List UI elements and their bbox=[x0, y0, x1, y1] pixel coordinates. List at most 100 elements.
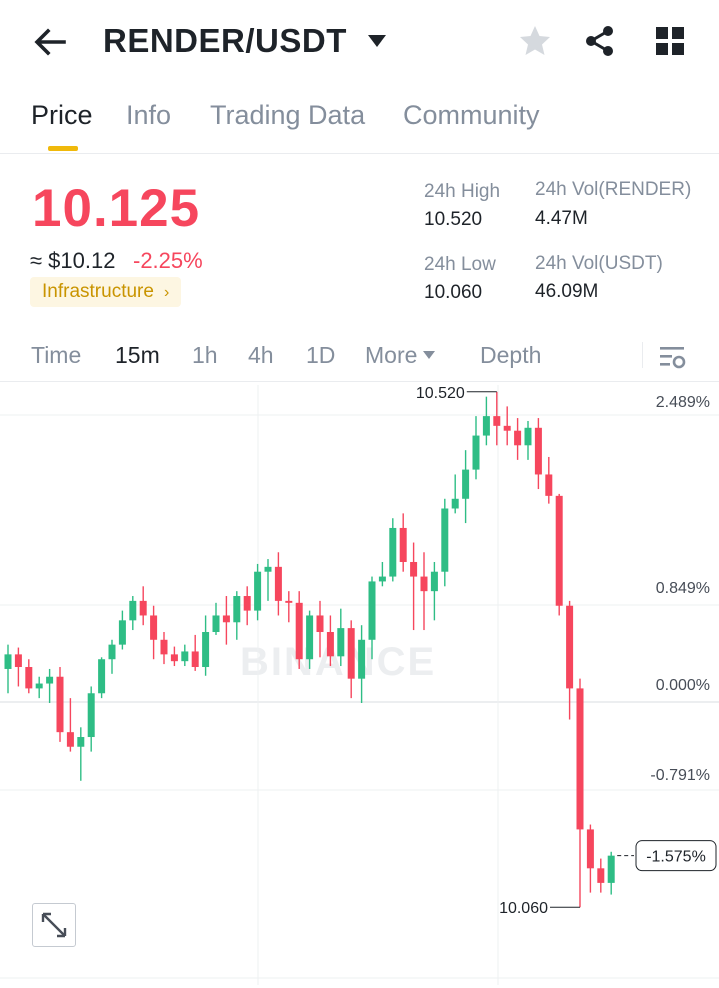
low-value: 10.060 bbox=[424, 282, 483, 303]
candle bbox=[389, 527, 397, 577]
candle bbox=[514, 430, 522, 446]
vol-quote-value: 46.09M bbox=[535, 281, 599, 302]
candle bbox=[306, 615, 314, 660]
candle bbox=[576, 688, 584, 830]
category-tag-label: Infrastructure bbox=[42, 281, 154, 302]
candle bbox=[347, 628, 355, 679]
interval-1h[interactable]: 1h bbox=[192, 342, 218, 368]
candle bbox=[139, 600, 147, 616]
candle bbox=[150, 615, 158, 640]
candle bbox=[170, 654, 178, 662]
current-price-badge bbox=[635, 840, 717, 872]
price-change: -2.25% bbox=[133, 248, 203, 273]
tab-trading-data[interactable]: Trading Data bbox=[210, 100, 366, 130]
candle bbox=[25, 667, 33, 689]
grid-icon[interactable] bbox=[653, 24, 687, 58]
candle bbox=[441, 508, 449, 572]
high-marker-label: 10.520 bbox=[416, 385, 465, 402]
candle bbox=[482, 416, 490, 436]
brand-watermark: BINANCE bbox=[240, 640, 437, 684]
candle bbox=[66, 732, 74, 747]
candle bbox=[254, 571, 262, 611]
top-bar: RENDER/USDT bbox=[0, 0, 719, 84]
candle bbox=[378, 576, 386, 582]
interval-divider bbox=[642, 342, 643, 368]
y-axis-label: 2.489% bbox=[656, 394, 710, 411]
back-arrow-icon[interactable] bbox=[30, 22, 70, 62]
share-icon[interactable] bbox=[583, 24, 617, 58]
tab-community[interactable]: Community bbox=[403, 100, 540, 130]
vol-base-label: 24h Vol(RENDER) bbox=[535, 179, 692, 200]
interval-time[interactable]: Time bbox=[31, 342, 82, 368]
vol-base-value: 4.47M bbox=[535, 208, 588, 229]
fullscreen-button[interactable] bbox=[32, 903, 76, 947]
chart-settings-icon[interactable] bbox=[657, 342, 687, 372]
candle bbox=[358, 639, 366, 679]
candle bbox=[462, 469, 470, 499]
candlestick-chart[interactable]: 2.489% 0.849% 0.000% -0.791% 10.520 10.060 -1.… bbox=[0, 385, 719, 988]
candle bbox=[274, 566, 282, 601]
candle bbox=[222, 615, 230, 623]
candle bbox=[586, 829, 594, 869]
candle bbox=[129, 600, 137, 621]
candle bbox=[503, 425, 511, 431]
candle bbox=[316, 615, 324, 633]
candle bbox=[264, 566, 272, 572]
low-marker-label: 10.060 bbox=[499, 900, 548, 917]
candle bbox=[566, 605, 574, 689]
candle bbox=[243, 596, 251, 611]
caret-down-icon bbox=[423, 350, 436, 359]
candle bbox=[472, 435, 480, 470]
high-label: 24h High bbox=[424, 181, 501, 202]
interval-4h[interactable]: 4h bbox=[248, 342, 274, 368]
y-axis-label: 0.000% bbox=[656, 677, 710, 694]
usd-price: ≈ $10.12 bbox=[30, 248, 116, 273]
interval-more-label: More bbox=[365, 342, 418, 368]
candle bbox=[14, 654, 22, 668]
expand-icon bbox=[41, 912, 67, 938]
vol-quote-label: 24h Vol(USDT) bbox=[535, 253, 663, 274]
candle bbox=[285, 600, 293, 603]
interval-1d[interactable]: 1D bbox=[306, 342, 336, 368]
chevron-right-icon: › bbox=[163, 284, 170, 301]
candle bbox=[399, 527, 407, 562]
candle bbox=[108, 644, 116, 660]
interval-bar: Time 15m 1h 4h 1D More Depth bbox=[0, 334, 719, 382]
candle bbox=[326, 632, 334, 657]
category-tag[interactable]: Infrastructure › bbox=[30, 277, 182, 307]
caret-down-icon[interactable] bbox=[366, 32, 388, 50]
candle bbox=[295, 602, 303, 660]
candle bbox=[35, 683, 43, 689]
candle bbox=[212, 615, 220, 633]
candle bbox=[77, 737, 85, 747]
candle bbox=[430, 571, 438, 592]
candle bbox=[534, 427, 542, 475]
tab-price[interactable]: Price bbox=[31, 100, 93, 130]
low-label: 24h Low bbox=[424, 254, 496, 275]
star-icon[interactable] bbox=[518, 24, 552, 58]
candle bbox=[160, 639, 168, 655]
candle bbox=[451, 498, 459, 509]
interval-15m[interactable]: 15m bbox=[115, 342, 160, 368]
candle bbox=[545, 474, 553, 496]
interval-more[interactable]: More bbox=[365, 342, 436, 369]
interval-depth[interactable]: Depth bbox=[480, 342, 542, 368]
high-value: 10.520 bbox=[424, 209, 483, 230]
candle bbox=[98, 659, 106, 694]
candle bbox=[87, 693, 95, 738]
candle bbox=[118, 620, 126, 645]
candle bbox=[597, 868, 605, 883]
y-axis-label: -0.791% bbox=[650, 767, 710, 784]
candle bbox=[233, 596, 241, 623]
detail-tabs: Price Info Trading Data Community bbox=[0, 96, 719, 154]
active-tab-indicator bbox=[48, 146, 78, 151]
tab-info[interactable]: Info bbox=[126, 100, 172, 130]
current-price-label: -1.575% bbox=[646, 849, 706, 866]
candle bbox=[46, 676, 54, 684]
candle bbox=[202, 632, 210, 668]
candle bbox=[368, 581, 376, 640]
candle bbox=[555, 495, 563, 606]
last-price: 10.125 bbox=[32, 179, 201, 238]
pair-title[interactable]: RENDER/USDT bbox=[103, 22, 347, 59]
candle bbox=[4, 654, 12, 669]
